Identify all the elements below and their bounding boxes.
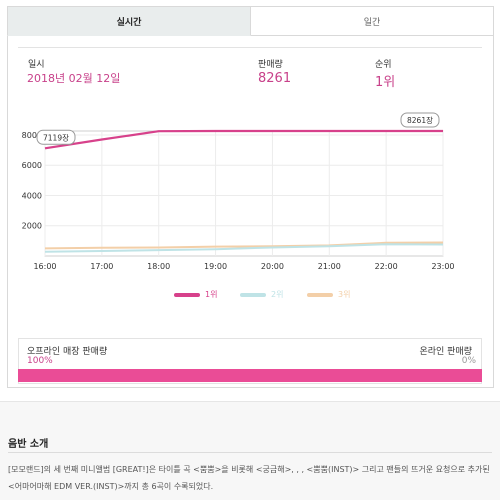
callout-box	[400, 112, 440, 128]
series-line-rank3	[44, 241, 444, 250]
x-tick-label: 17:00	[90, 262, 113, 271]
x-tick-label: 22:00	[375, 262, 398, 271]
sales-line-chart: 8000 6000 4000 2000 16:00 17:00 18:00 19:00 20:0…	[22, 112, 455, 271]
legend-item-rank2[interactable]: 2위	[240, 289, 283, 300]
offline-sales-label: 오프라인 매장 판매량	[27, 347, 108, 357]
online-sales-label: 온라인 판매량	[419, 347, 472, 357]
x-tick-label: 20:00	[261, 262, 284, 271]
album-intro-title: 음반 소개	[8, 439, 49, 450]
rank-label: 순위	[375, 60, 392, 70]
offline-sales-percent: 100%	[27, 356, 53, 366]
callout-label: 7119장	[43, 132, 69, 142]
x-tick-label: 19:00	[204, 262, 227, 271]
divider	[18, 47, 482, 48]
legend-swatch	[240, 292, 266, 297]
album-intro-text: [모모랜드]의 세 번째 미니앨범 [GREAT!]은 타이틀 곡 <뿜뿜>을 …	[8, 465, 490, 491]
y-tick-label: 8000	[22, 131, 42, 140]
y-tick-label: 4000	[22, 191, 42, 200]
legend-item-rank3[interactable]: 3위	[307, 289, 350, 300]
x-tick-label: 23:00	[431, 262, 454, 271]
y-tick-label: 2000	[22, 222, 42, 231]
callout-box	[36, 129, 76, 145]
tab-daily[interactable]: 일간	[251, 6, 494, 36]
plot-frame	[44, 130, 444, 257]
legend-swatch	[307, 292, 333, 297]
legend-swatch	[174, 292, 200, 297]
legend-label: 3위	[338, 290, 351, 299]
legend-label: 1위	[205, 290, 218, 299]
y-tick-label: 6000	[22, 161, 42, 170]
tab-realtime[interactable]: 실시간	[7, 6, 251, 36]
callout-label: 8261장	[407, 115, 433, 125]
series-line-rank1	[44, 129, 443, 150]
date-value: 2018년 02월 12일	[27, 72, 121, 85]
sales-label: 판매량	[258, 60, 283, 70]
x-tick-label: 18:00	[147, 262, 170, 271]
sales-split-box	[18, 338, 482, 384]
legend-item-rank1[interactable]: 1위	[174, 289, 217, 300]
sales-split-bar	[18, 369, 482, 382]
tab-bar: 실시간 일간	[7, 6, 494, 36]
series-line-rank2	[44, 243, 444, 253]
online-sales-percent: 0%	[461, 356, 476, 366]
divider	[8, 452, 492, 453]
offline-sales-bar-fill	[18, 369, 482, 382]
rank-value: 1위	[375, 75, 396, 90]
chart-legend: 1위 2위 3위	[0, 289, 500, 303]
date-label: 일시	[28, 60, 45, 70]
x-tick-label: 21:00	[318, 262, 341, 271]
legend-label: 2위	[271, 290, 284, 299]
album-section	[0, 401, 500, 500]
sales-value: 8261	[258, 71, 292, 86]
chart-card	[7, 36, 494, 388]
x-tick-label: 16:00	[33, 262, 56, 271]
